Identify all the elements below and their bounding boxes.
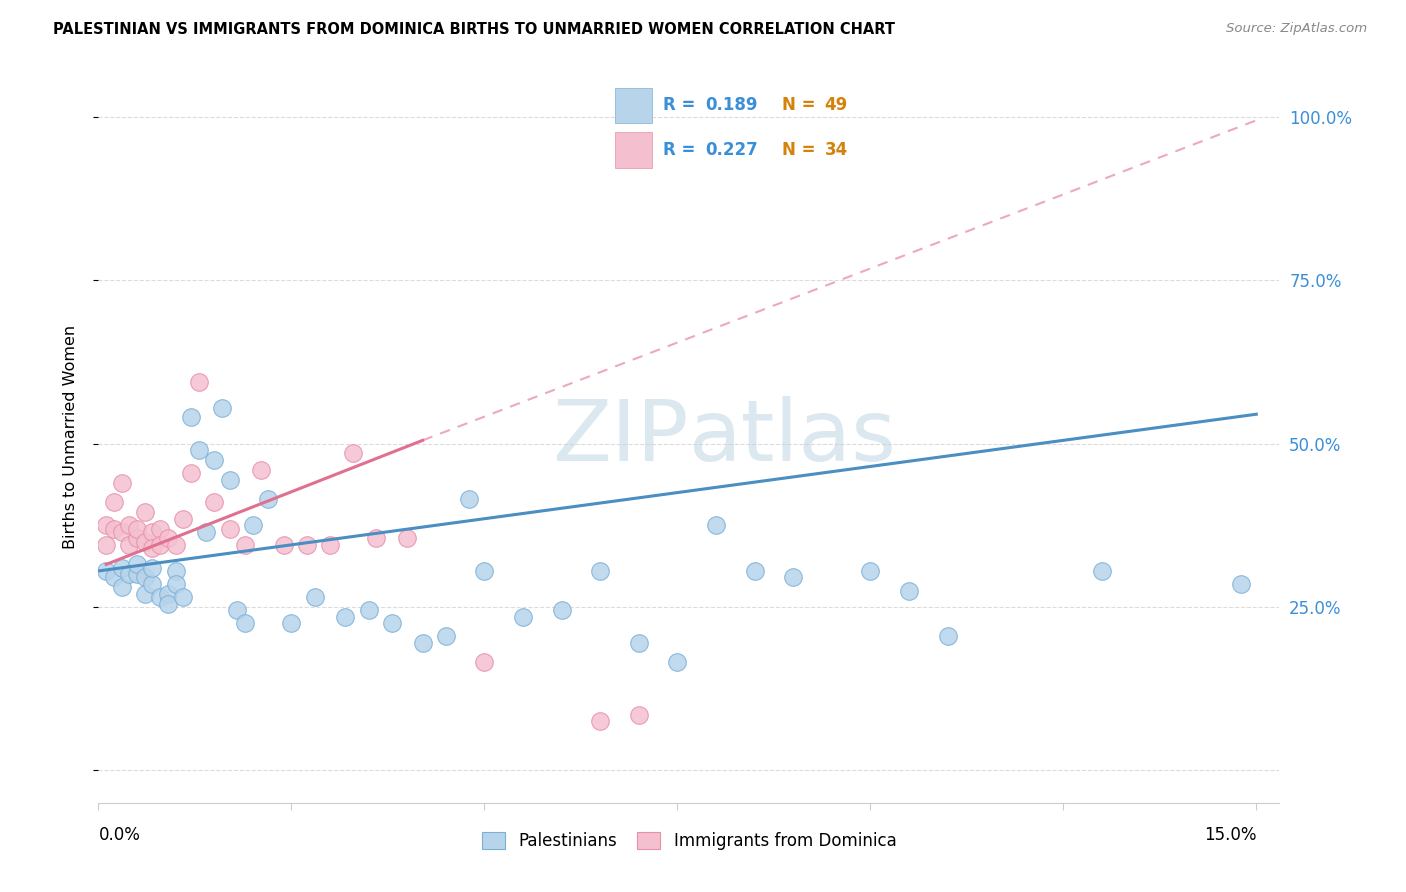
Point <box>257 492 280 507</box>
Point <box>218 473 240 487</box>
Point <box>156 587 179 601</box>
Text: atlas: atlas <box>689 395 897 479</box>
Y-axis label: Births to Unmarried Women: Births to Unmarried Women <box>63 325 77 549</box>
Point <box>342 446 364 460</box>
Point <box>458 492 481 507</box>
Point <box>319 538 342 552</box>
Point <box>103 495 125 509</box>
Point <box>704 518 727 533</box>
Point <box>94 564 117 578</box>
Point <box>110 475 132 490</box>
Point <box>396 531 419 545</box>
Point <box>1091 564 1114 578</box>
Point <box>627 636 650 650</box>
Point <box>187 443 209 458</box>
Point <box>897 583 920 598</box>
Point <box>273 538 295 552</box>
Point <box>434 629 457 643</box>
Point <box>589 714 612 728</box>
Text: Source: ZipAtlas.com: Source: ZipAtlas.com <box>1226 22 1367 36</box>
Point <box>512 609 534 624</box>
Point <box>304 590 326 604</box>
Point <box>202 495 225 509</box>
Text: 0.0%: 0.0% <box>98 826 141 844</box>
Point <box>125 531 148 545</box>
Point <box>335 609 357 624</box>
Point <box>134 505 156 519</box>
Point <box>589 564 612 578</box>
Point <box>366 531 388 545</box>
Point <box>110 560 132 574</box>
Point <box>233 538 256 552</box>
Point <box>202 453 225 467</box>
Point <box>936 629 959 643</box>
Point <box>125 567 148 582</box>
Point <box>550 603 572 617</box>
Point <box>141 541 163 555</box>
Point <box>211 401 233 415</box>
Point <box>134 534 156 549</box>
Point <box>666 656 689 670</box>
Point <box>195 524 218 539</box>
Point <box>782 570 804 584</box>
Point <box>149 521 172 535</box>
Point <box>118 538 141 552</box>
Point <box>110 524 132 539</box>
Point <box>218 521 240 535</box>
Point <box>165 564 187 578</box>
Point <box>412 636 434 650</box>
Point <box>381 616 404 631</box>
Point <box>280 616 302 631</box>
Point <box>94 538 117 552</box>
Point <box>172 512 194 526</box>
Text: ZIP: ZIP <box>553 395 689 479</box>
Point <box>156 597 179 611</box>
Point <box>474 564 496 578</box>
Point <box>474 656 496 670</box>
Point <box>118 567 141 582</box>
Point <box>249 463 271 477</box>
Point <box>125 521 148 535</box>
Point <box>242 518 264 533</box>
Point <box>94 518 117 533</box>
Point <box>1230 577 1253 591</box>
Point <box>744 564 766 578</box>
Point <box>226 603 249 617</box>
Point <box>141 524 163 539</box>
Point <box>233 616 256 631</box>
Point <box>180 466 202 480</box>
Point <box>149 590 172 604</box>
Point <box>141 560 163 574</box>
Point <box>134 587 156 601</box>
Point <box>172 590 194 604</box>
Point <box>357 603 380 617</box>
Point <box>110 580 132 594</box>
Text: PALESTINIAN VS IMMIGRANTS FROM DOMINICA BIRTHS TO UNMARRIED WOMEN CORRELATION CH: PALESTINIAN VS IMMIGRANTS FROM DOMINICA … <box>53 22 896 37</box>
Point <box>627 707 650 722</box>
Point <box>134 570 156 584</box>
Text: 15.0%: 15.0% <box>1204 826 1257 844</box>
Point <box>295 538 318 552</box>
Point <box>141 577 163 591</box>
Point <box>103 521 125 535</box>
Point <box>859 564 882 578</box>
Point <box>156 531 179 545</box>
Point <box>118 518 141 533</box>
Point <box>165 577 187 591</box>
Point <box>125 558 148 572</box>
Point <box>165 538 187 552</box>
Point <box>187 375 209 389</box>
Point <box>103 570 125 584</box>
Point <box>180 410 202 425</box>
Point <box>149 538 172 552</box>
Legend: Palestinians, Immigrants from Dominica: Palestinians, Immigrants from Dominica <box>475 825 903 856</box>
